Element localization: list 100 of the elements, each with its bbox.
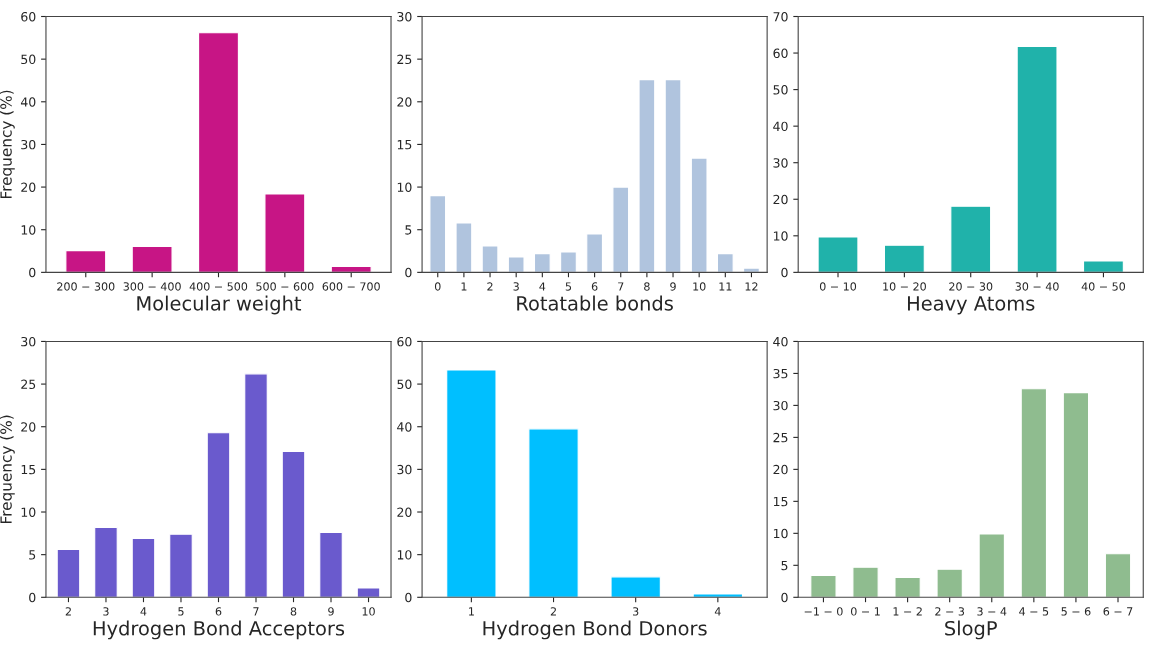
x-tick-label: 300 − 400 <box>123 282 181 291</box>
bar <box>169 533 193 598</box>
bar <box>244 373 268 598</box>
x-tick-label: −1 − 0 <box>804 607 843 616</box>
x-tick-label: 9 <box>328 607 334 616</box>
bar <box>528 428 579 598</box>
y-tick-label: 5 <box>405 225 412 235</box>
x-tick-label: 8 <box>644 282 650 291</box>
y-tick-label: 25 <box>773 432 788 443</box>
bar <box>481 245 499 273</box>
y-tick-label: 60 <box>21 11 36 22</box>
y-tick-label: 40 <box>773 121 788 132</box>
y-tick-label: 0 <box>405 267 412 278</box>
y-tick-label: 10 <box>21 225 36 235</box>
y-tick-label: 20 <box>773 464 788 475</box>
x-tick-label: 3 <box>513 282 519 291</box>
bar <box>264 193 306 273</box>
y-tick-label: 5 <box>781 560 788 571</box>
y-tick-label: 20 <box>397 507 412 517</box>
x-tick-label: 40 − 50 <box>1081 282 1126 291</box>
bar <box>455 222 473 273</box>
x-tick-label: 2 <box>550 607 556 616</box>
y-tick-label: 0 <box>29 267 36 278</box>
x-tick-label: 5 − 6 <box>1061 607 1091 616</box>
x-tick-label: 10 <box>693 282 706 291</box>
x-tick-label: 4 − 5 <box>1019 607 1049 616</box>
y-tick-label: 20 <box>773 194 788 205</box>
x-tick-label: 0 − 10 <box>819 282 857 291</box>
bar <box>810 574 837 598</box>
x-tick-label: 7 <box>618 282 624 291</box>
x-tick-label: 20 − 30 <box>949 282 993 291</box>
y-tick-label: 25 <box>21 379 36 390</box>
x-tick-label: 200 − 300 <box>57 282 115 291</box>
bar <box>610 576 661 598</box>
y-tick-label: 50 <box>773 85 788 95</box>
x-tick-label: 1 − 2 <box>893 607 922 616</box>
y-tick-label: 60 <box>397 336 412 347</box>
y-tick-label: 40 <box>397 422 412 432</box>
y-tick-label: 30 <box>397 464 412 475</box>
bar <box>664 79 682 273</box>
x-tick-label: 0 <box>434 282 441 291</box>
bar <box>131 245 173 273</box>
y-tick-label: 35 <box>773 368 788 379</box>
y-tick-label: 70 <box>773 11 788 22</box>
x-tick-label: 600 − 700 <box>322 282 380 291</box>
x-tick-label: 0 − 1 <box>851 607 880 616</box>
y-tick-label: 40 <box>773 336 788 347</box>
x-tick-label: 10 − 20 <box>883 282 926 291</box>
x-tick-label: 11 <box>719 282 732 291</box>
x-axis-title: Hydrogen Bond Donors <box>483 620 707 640</box>
y-tick-label: 30 <box>21 336 36 347</box>
bar <box>429 195 447 273</box>
x-tick-label: 6 <box>591 282 598 291</box>
bar <box>1016 45 1058 273</box>
y-tick-label: 50 <box>397 379 412 390</box>
x-tick-label: 2 <box>65 607 71 616</box>
bar <box>1104 553 1132 598</box>
bar <box>817 236 859 273</box>
bar <box>743 267 760 273</box>
bar <box>978 533 1005 598</box>
x-tick-label: 1 <box>469 607 474 616</box>
y-tick-label: 0 <box>781 267 788 278</box>
bar <box>950 205 992 273</box>
bar <box>206 432 231 598</box>
x-tick-label: 5 <box>178 607 184 616</box>
y-axis-title: Frequency (%) <box>0 90 15 199</box>
y-tick-label: 0 <box>405 592 412 603</box>
bar <box>1082 260 1124 273</box>
x-tick-label: 5 <box>565 282 572 291</box>
bar <box>356 587 381 598</box>
x-axis-title: Heavy Atoms <box>908 296 1035 315</box>
x-tick-label: 3 − 4 <box>977 607 1007 616</box>
bar <box>936 568 963 598</box>
y-axis-title: Frequency (%) <box>0 415 15 523</box>
x-tick-label: 500 − 600 <box>256 282 314 291</box>
x-tick-label: 12 <box>745 282 758 291</box>
bar <box>94 526 118 598</box>
y-tick-label: 10 <box>21 507 36 517</box>
bar <box>533 253 551 273</box>
bar <box>612 186 630 273</box>
y-tick-label: 30 <box>21 139 36 150</box>
bar <box>883 244 925 273</box>
x-tick-label: 2 − 3 <box>935 607 965 616</box>
x-tick-label: 4 <box>539 282 546 291</box>
bar <box>319 531 343 598</box>
x-tick-label: 4 <box>140 607 147 616</box>
bar <box>586 233 604 273</box>
x-tick-label: 2 <box>487 282 493 291</box>
y-tick-label: 30 <box>773 158 788 168</box>
bar <box>507 256 525 273</box>
bar <box>446 369 497 598</box>
bar <box>281 450 306 598</box>
bar <box>690 157 708 273</box>
y-tick-label: 10 <box>397 550 412 560</box>
x-axis-title: SlogP <box>945 620 997 640</box>
bar <box>638 79 656 273</box>
bar <box>894 576 921 598</box>
y-tick-label: 10 <box>397 182 412 192</box>
bar <box>1020 388 1048 598</box>
bar <box>560 251 577 273</box>
